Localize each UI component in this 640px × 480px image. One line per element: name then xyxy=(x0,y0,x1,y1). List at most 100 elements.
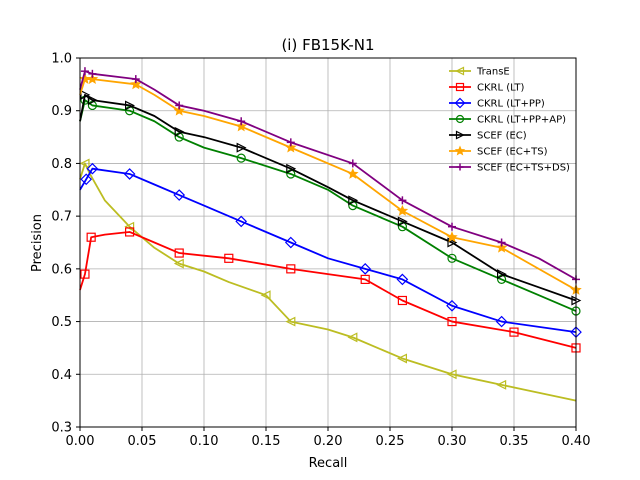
data-point-marker xyxy=(497,274,507,284)
legend-label: SCEF (EC+TS) xyxy=(477,147,548,158)
y-tick-label: 0.6 xyxy=(51,262,72,277)
legend-label: TransE xyxy=(476,67,510,78)
y-tick-label: 0.4 xyxy=(51,368,72,383)
legend-entry: CKRL (LT) xyxy=(449,83,524,94)
series-layer xyxy=(79,67,582,402)
data-point-marker xyxy=(124,100,135,111)
data-point-marker xyxy=(125,106,135,116)
y-tick-label: 0.7 xyxy=(51,210,72,225)
series-0 xyxy=(79,158,577,402)
data-point-marker xyxy=(260,290,271,301)
data-point-marker xyxy=(88,69,97,78)
data-point-marker xyxy=(446,299,458,312)
tick-layer: 0.00 0.05 0.10 0.15 0.20 0.25 0.30 0.35 0.40 0.3 0… xyxy=(51,52,590,450)
data-point-marker xyxy=(124,227,135,237)
data-point-marker xyxy=(348,195,359,206)
data-point-marker xyxy=(398,196,407,205)
x-axis-label: Recall xyxy=(309,456,348,471)
x-tick-label: 0.35 xyxy=(500,434,529,449)
data-point-marker xyxy=(495,315,508,328)
data-point-marker xyxy=(224,253,234,263)
legend-entry: TransE xyxy=(449,67,510,78)
data-point-marker xyxy=(80,67,89,76)
series-line xyxy=(79,231,577,349)
x-tick-label: 0.15 xyxy=(252,434,281,449)
legend: TransE CKRL (LT) CKRL (LT+PP) CKRL (LT+PP+A… xyxy=(449,67,570,174)
legend-marker xyxy=(455,82,465,92)
series-line xyxy=(79,167,577,334)
legend-marker xyxy=(456,163,464,171)
legend-entry: CKRL (LT+PP+AP) xyxy=(449,115,566,126)
y-axis-label: Precision xyxy=(30,214,45,272)
data-point-marker xyxy=(286,138,295,147)
data-point-marker xyxy=(286,163,297,174)
series-line xyxy=(79,162,577,402)
data-point-marker xyxy=(397,222,407,232)
data-point-marker xyxy=(285,316,296,327)
series-5 xyxy=(79,73,582,295)
data-point-marker xyxy=(359,263,372,275)
data-point-marker xyxy=(496,379,507,390)
data-point-marker xyxy=(497,269,507,280)
y-tick-label: 1.0 xyxy=(51,52,72,67)
data-point-marker xyxy=(360,274,370,284)
series-4 xyxy=(79,89,582,306)
x-tick-label: 0.40 xyxy=(562,434,591,449)
data-point-marker xyxy=(236,153,246,163)
legend-marker xyxy=(455,66,465,76)
data-point-marker xyxy=(446,369,457,380)
data-point-marker xyxy=(397,216,408,227)
data-point-marker xyxy=(174,132,184,142)
data-point-marker xyxy=(347,332,358,343)
data-point-marker xyxy=(130,78,142,90)
data-point-marker xyxy=(447,316,457,327)
legend-entry: SCEF (EC+TS+DS) xyxy=(449,163,570,174)
series-line xyxy=(79,94,577,302)
data-point-marker xyxy=(509,327,519,337)
data-point-marker xyxy=(348,201,358,211)
x-tick-label: 0.25 xyxy=(376,434,405,449)
data-point-marker xyxy=(86,232,96,242)
x-tick-label: 0.20 xyxy=(314,434,343,449)
series-6 xyxy=(79,67,580,284)
legend-label: CKRL (LT) xyxy=(477,83,524,94)
legend-marker xyxy=(454,97,466,109)
data-point-marker xyxy=(236,142,247,153)
y-tick-label: 0.9 xyxy=(51,104,72,119)
data-point-marker xyxy=(448,222,456,231)
data-point-marker xyxy=(348,159,357,168)
y-tick-label: 0.5 xyxy=(51,315,72,330)
data-point-marker xyxy=(174,126,185,137)
data-point-marker xyxy=(495,241,508,253)
data-point-marker xyxy=(286,169,296,179)
data-point-marker xyxy=(285,141,297,153)
y-tick-label: 0.3 xyxy=(51,421,72,436)
data-point-marker xyxy=(396,204,409,216)
x-tick-label: 0.30 xyxy=(438,434,467,449)
data-point-marker xyxy=(347,167,359,179)
legend-entry: SCEF (EC) xyxy=(449,131,527,142)
data-point-marker xyxy=(173,189,186,201)
series-2 xyxy=(79,162,582,338)
data-point-marker xyxy=(86,73,99,84)
legend-marker xyxy=(455,114,465,124)
legend-marker xyxy=(455,130,465,140)
series-line xyxy=(79,99,577,312)
legend-label: SCEF (EC+TS+DS) xyxy=(477,163,570,174)
data-point-marker xyxy=(446,231,458,243)
data-point-marker xyxy=(397,353,407,364)
data-point-marker xyxy=(87,100,98,111)
data-point-marker xyxy=(174,248,184,258)
x-tick-label: 0.05 xyxy=(128,434,157,449)
data-point-marker xyxy=(497,238,506,247)
data-point-marker xyxy=(397,295,407,306)
data-point-marker xyxy=(173,258,184,269)
legend-label: CKRL (LT+PP) xyxy=(477,99,545,110)
legend-label: SCEF (EC) xyxy=(477,131,527,142)
data-point-marker xyxy=(123,168,136,180)
data-point-marker xyxy=(284,236,297,249)
data-point-marker xyxy=(80,269,90,279)
data-point-marker xyxy=(235,215,248,228)
